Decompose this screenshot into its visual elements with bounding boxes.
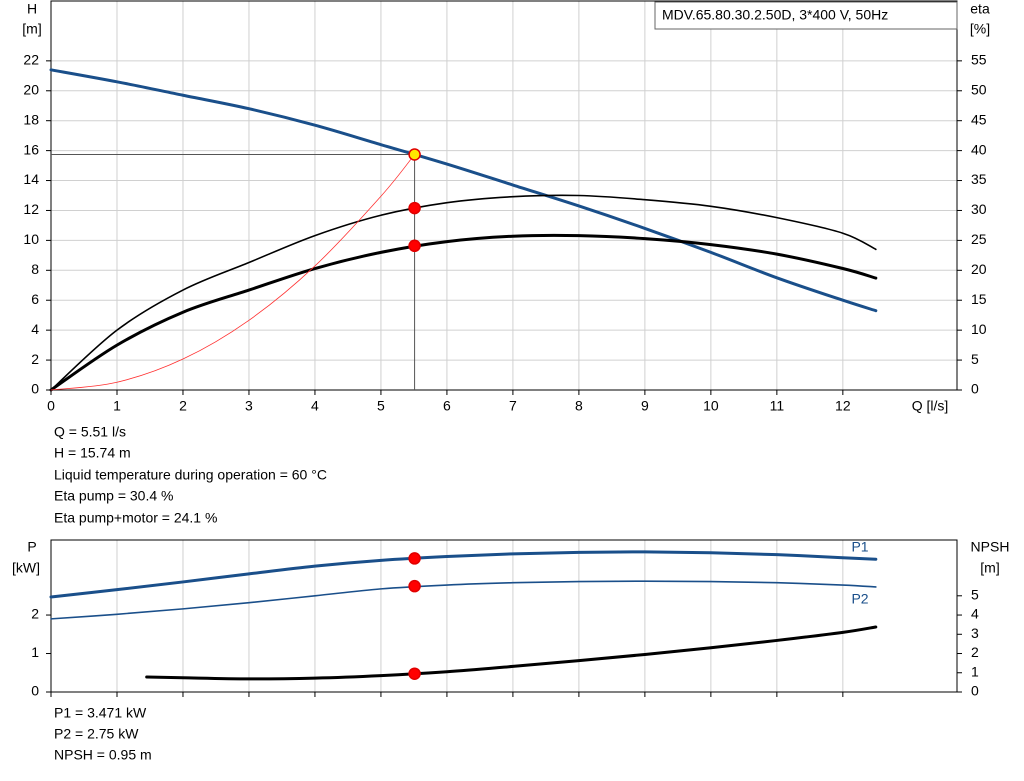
plot-frame xyxy=(50,539,958,693)
operating-point xyxy=(408,552,421,565)
y2-tick-label: 55 xyxy=(971,52,987,68)
y2-tick-label: 40 xyxy=(971,141,987,157)
annotation: P1 = 3.471 kW xyxy=(54,705,147,721)
operating-point xyxy=(408,579,421,593)
y-tick-label: 0 xyxy=(31,381,39,397)
title-box xyxy=(654,1,958,30)
x-tick-label: 9 xyxy=(641,398,649,414)
y2-tick-label: 5 xyxy=(971,351,979,367)
operating-point xyxy=(408,148,421,161)
curve xyxy=(145,625,878,681)
y2-tick-label: 4 xyxy=(971,606,979,622)
curve xyxy=(49,550,878,599)
y-tick-label: 14 xyxy=(23,171,39,187)
y2-tick-label: 30 xyxy=(971,201,987,217)
y-tick-label: 16 xyxy=(23,141,39,157)
x-tick-label: 4 xyxy=(311,398,319,414)
x-tick-label: 10 xyxy=(703,398,719,414)
y2-tick-label: 1 xyxy=(971,663,979,679)
y-tick-label: 1 xyxy=(31,644,39,660)
y2-axis-label: NPSH xyxy=(971,539,1010,555)
y2-tick-label: 20 xyxy=(971,261,987,277)
y-tick-label: 2 xyxy=(31,351,39,367)
y-axis-label: P xyxy=(27,539,36,555)
annotation: Eta pump+motor = 24.1 % xyxy=(54,510,217,526)
y-axis-label: [m] xyxy=(22,21,41,37)
y-tick-label: 2 xyxy=(31,606,39,622)
x-tick-label: 7 xyxy=(509,398,517,414)
series-label: P2 xyxy=(851,591,868,607)
plot-frame xyxy=(50,0,958,391)
y2-tick-label: 2 xyxy=(971,644,979,660)
y2-axis-label: eta xyxy=(970,1,990,17)
x-tick-label: 5 xyxy=(377,398,385,414)
y-axis-label: H xyxy=(27,1,37,17)
plot-area xyxy=(51,1,957,390)
y-tick-label: 4 xyxy=(31,321,39,337)
x-tick-label: 2 xyxy=(179,398,187,414)
series-label: P1 xyxy=(851,539,868,555)
annotation: H = 15.74 m xyxy=(54,445,131,461)
annotation: Eta pump = 30.4 % xyxy=(54,488,173,504)
plot-area xyxy=(51,540,957,692)
x-tick-label: 3 xyxy=(245,398,253,414)
x-tick-label: 0 xyxy=(47,398,55,414)
curve xyxy=(50,154,415,391)
y2-tick-label: 25 xyxy=(971,231,987,247)
y2-axis-label: [%] xyxy=(970,21,990,37)
y2-tick-label: 35 xyxy=(971,171,987,187)
x-axis-label: Q [l/s] xyxy=(912,398,949,414)
curve xyxy=(49,68,878,313)
x-tick-label: 8 xyxy=(575,398,583,414)
y2-tick-label: 3 xyxy=(971,625,979,641)
x-tick-label: 12 xyxy=(835,398,851,414)
y2-tick-label: 15 xyxy=(971,291,987,307)
annotation: Q = 5.51 l/s xyxy=(54,424,126,440)
y2-tick-label: 10 xyxy=(971,321,987,337)
x-tick-label: 1 xyxy=(113,398,121,414)
curve xyxy=(50,580,877,620)
x-tick-label: 6 xyxy=(443,398,451,414)
y-axis-label: [kW] xyxy=(12,560,40,576)
x-tick-label: 11 xyxy=(770,398,785,414)
annotation: NPSH = 0.95 m xyxy=(54,747,152,763)
operating-point xyxy=(408,239,421,253)
y-tick-label: 0 xyxy=(31,683,39,699)
y2-tick-label: 5 xyxy=(971,587,979,603)
operating-point xyxy=(408,201,421,215)
y-tick-label: 8 xyxy=(31,261,39,277)
annotation: Liquid temperature during operation = 60… xyxy=(54,467,327,483)
y2-axis-label: [m] xyxy=(980,560,999,576)
curve xyxy=(50,194,877,391)
operating-point xyxy=(408,667,421,680)
y2-tick-label: 0 xyxy=(971,381,979,397)
chart-title: MDV.65.80.30.2.50D, 3*400 V, 50Hz xyxy=(662,7,888,23)
y-tick-label: 10 xyxy=(23,231,39,247)
y2-tick-label: 45 xyxy=(971,111,987,127)
y-tick-label: 18 xyxy=(23,111,39,127)
y2-tick-label: 50 xyxy=(971,81,987,97)
y2-tick-label: 0 xyxy=(971,683,979,699)
y-tick-label: 6 xyxy=(31,291,39,307)
y-tick-label: 20 xyxy=(23,81,39,97)
y-tick-label: 12 xyxy=(23,201,39,217)
curve xyxy=(49,233,878,392)
y-tick-label: 22 xyxy=(23,52,39,68)
annotation: P2 = 2.75 kW xyxy=(54,726,139,742)
